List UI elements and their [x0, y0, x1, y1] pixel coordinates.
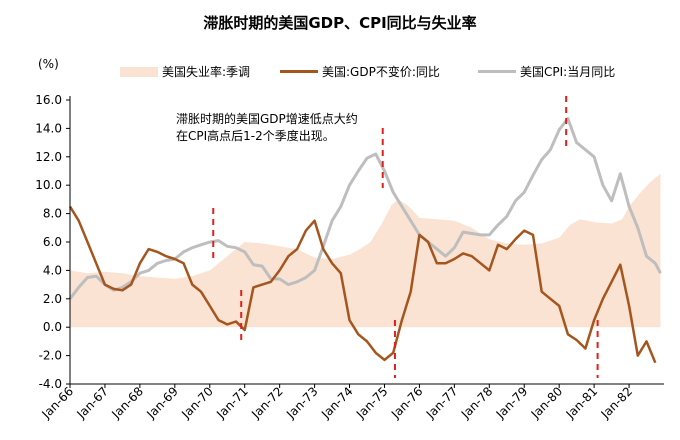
x-tick-label: Jan-75	[353, 384, 391, 422]
y-tick-label: 2.0	[43, 292, 62, 306]
legend-swatch-cpi	[478, 70, 516, 73]
y-tick-label: 14.0	[35, 121, 62, 135]
x-tick-label: Jan-73	[283, 384, 321, 422]
legend-label-unemployment: 美国失业率:季调	[162, 65, 251, 79]
y-tick-label: 12.0	[35, 150, 62, 164]
legend-item-unemployment: 美国失业率:季调	[120, 63, 250, 80]
x-tick-label: Jan-79	[493, 384, 531, 422]
legend-swatch-unemployment	[120, 66, 158, 77]
y-tick-label: 10.0	[35, 178, 62, 192]
series-area-unemployment	[70, 173, 661, 328]
y-tick-label: 16.0	[35, 93, 62, 107]
y-tick-label: 0.0	[43, 320, 62, 334]
y-tick-label: 4.0	[43, 263, 62, 277]
chart-legend: 美国失业率:季调 美国:GDP不变价:同比 美国CPI:当月同比	[120, 63, 680, 79]
x-tick-label: Jan-70	[178, 384, 216, 422]
x-tick-label: Jan-78	[458, 384, 496, 422]
x-tick-label: Jan-80	[528, 384, 566, 422]
x-tick-label: Jan-71	[213, 384, 251, 422]
legend-swatch-gdp	[280, 70, 318, 73]
x-tick-label: Jan-69	[143, 384, 181, 422]
chart-title: 滞胀时期的美国GDP、CPI同比与失业率	[203, 14, 477, 32]
x-tick-label: Jan-72	[248, 384, 286, 422]
y-tick-label: 8.0	[43, 207, 62, 221]
x-tick-label: Jan-77	[423, 384, 461, 422]
chart-annotation: 滞胀时期的美国GDP增速低点大约在CPI高点后1-2个季度出现。	[176, 112, 358, 143]
x-tick-label: Jan-76	[388, 384, 426, 422]
x-tick-label: Jan-82	[598, 384, 636, 422]
y-tick-label: -4.0	[39, 377, 62, 391]
x-tick-label: Jan-81	[563, 384, 601, 422]
x-tick-label: Jan-67	[74, 384, 112, 422]
y-tick-label: -2.0	[39, 349, 62, 363]
x-tick-label: Jan-74	[318, 384, 356, 422]
x-tick-label: Jan-68	[108, 384, 146, 422]
y-tick-label: 6.0	[43, 235, 62, 249]
legend-label-cpi: 美国CPI:当月同比	[520, 65, 616, 79]
legend-item-gdp: 美国:GDP不变价:同比	[280, 63, 440, 80]
legend-label-gdp: 美国:GDP不变价:同比	[322, 65, 440, 79]
series-line-gdp	[68, 205, 657, 364]
legend-item-cpi: 美国CPI:当月同比	[478, 63, 615, 80]
series-line-cpi	[68, 117, 662, 300]
y-axis-unit-label: (%)	[38, 57, 59, 71]
